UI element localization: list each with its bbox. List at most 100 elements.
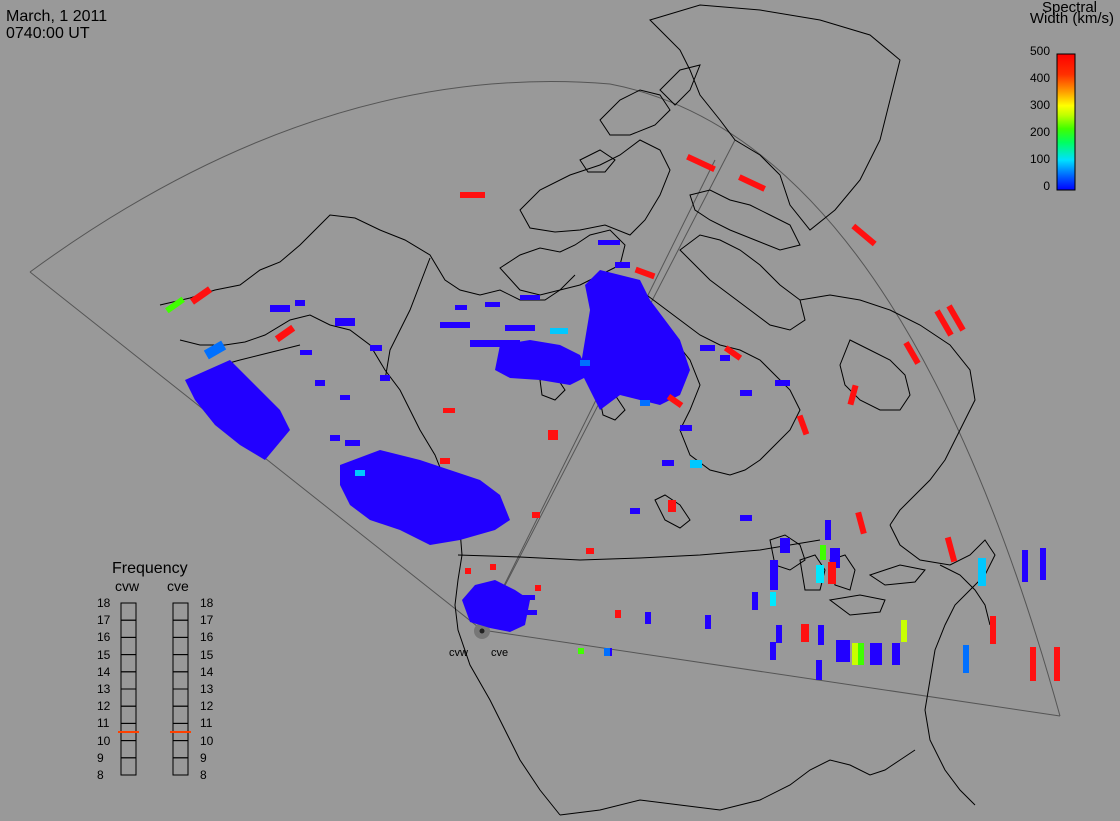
frequency-cell (172, 705, 189, 724)
colorbar-tick: 300 (1029, 98, 1050, 112)
frequency-scale-left: 15 (97, 647, 111, 662)
echo-cell (295, 300, 305, 306)
echo-cell (615, 610, 621, 618)
echo-cell (816, 565, 824, 583)
frequency-cell (120, 636, 137, 656)
frequency-bars (120, 602, 189, 776)
frequency-scale-left: 18 (97, 596, 111, 610)
echo-cell (820, 545, 826, 560)
date-label: March, 1 2011 (6, 8, 108, 25)
frequency-scale-right: 8 (200, 768, 207, 782)
frequency-cell (120, 688, 137, 707)
frequency-cell (120, 705, 137, 724)
echo-cell (330, 435, 340, 441)
frequency-scale-left: 8 (97, 768, 104, 782)
frequency-scale-right: 17 (200, 613, 214, 628)
echo-cell (355, 470, 365, 476)
echo-cell (720, 355, 730, 361)
echo-cell (705, 615, 711, 629)
echo-cell (465, 568, 471, 574)
frequency-scale-right: 16 (200, 630, 214, 645)
echo-cell (580, 360, 590, 366)
echo-cell (825, 520, 831, 540)
echo-cell (752, 592, 758, 610)
echo-cell (645, 612, 651, 624)
echo-cell (470, 340, 520, 347)
echo-cell (615, 262, 630, 268)
echo-cell (189, 286, 213, 305)
frequency-scale-left: 10 (97, 733, 111, 748)
frequency-cell (172, 757, 189, 776)
frequency-cell (120, 619, 137, 638)
echo-cell (946, 304, 966, 332)
echo-cell (770, 560, 778, 590)
frequency-scale-right: 13 (200, 682, 214, 696)
echo-cell (630, 508, 640, 514)
echo-cell (300, 350, 312, 355)
frequency-cell (120, 757, 137, 776)
echo-cell (901, 620, 907, 642)
frequency-cell (120, 740, 137, 759)
echo-cell (440, 458, 450, 464)
frequency-cell (172, 740, 189, 759)
echo-cell (1054, 647, 1060, 681)
echo-cluster (340, 450, 510, 545)
site-label-cvw: cvw (449, 647, 468, 659)
frequency-scale-right: 12 (200, 699, 214, 714)
echo-cell (340, 395, 350, 400)
echo-cell (855, 511, 867, 535)
spectral-width-colorbar (1056, 53, 1076, 191)
echo-cell (370, 345, 382, 351)
echo-cell (598, 240, 620, 245)
frequency-panel-title: Frequency (112, 560, 188, 577)
frequency-scale-right: 10 (200, 733, 214, 748)
echo-cell (535, 585, 541, 591)
frequency-scale-left: 13 (97, 682, 111, 696)
echo-cell (990, 616, 996, 644)
echo-cell (740, 515, 752, 521)
colorbar-title-line2: Width (km/s) (1029, 10, 1114, 27)
echo-cell (455, 305, 467, 310)
echo-cell (500, 605, 510, 610)
echo-cell (1022, 550, 1028, 582)
echo-cell (604, 648, 610, 656)
frequency-cell (120, 671, 137, 690)
echo-cell (460, 192, 485, 198)
echo-cell (851, 223, 877, 247)
echo-cell (847, 384, 859, 406)
land-outlines (159, 4, 996, 816)
echo-cell (662, 460, 674, 466)
echo-cell (801, 624, 809, 642)
frequency-scale-left: 17 (97, 613, 111, 628)
frequency-scale-left: 9 (97, 750, 104, 765)
echo-cell (520, 295, 540, 300)
echo-cluster (462, 580, 530, 632)
site-label-cve: cve (491, 647, 509, 659)
echo-cell (345, 440, 360, 446)
echo-cell (978, 558, 986, 586)
colorbar-tick: 0 (1043, 179, 1050, 193)
echo-cell (828, 562, 836, 584)
echo-cell (780, 538, 790, 553)
echo-cell (776, 625, 782, 643)
frequency-radar-label-cve: cve (167, 578, 189, 594)
echo-cell (770, 642, 776, 660)
echo-cell (686, 153, 716, 173)
echo-cell (740, 390, 752, 396)
colorbar-tick: 200 (1029, 125, 1050, 139)
frequency-radar-label-cvw: cvw (115, 578, 140, 594)
echo-cell (380, 375, 390, 381)
echo-cell (690, 460, 702, 468)
colorbar-tick: 100 (1029, 152, 1050, 166)
frequency-scale-left: 11 (97, 716, 110, 731)
echo-cell (903, 341, 921, 365)
frequency-cell (172, 688, 189, 707)
frequency-bar-cvw (120, 602, 137, 776)
echo-cell (858, 643, 864, 665)
echo-cell (963, 645, 969, 673)
frequency-scale-right: 18 (200, 596, 214, 610)
frequency-cell (172, 602, 189, 621)
echo-cell (485, 302, 500, 307)
frequency-scale-right: 15 (200, 647, 214, 662)
echo-cell (335, 318, 355, 326)
